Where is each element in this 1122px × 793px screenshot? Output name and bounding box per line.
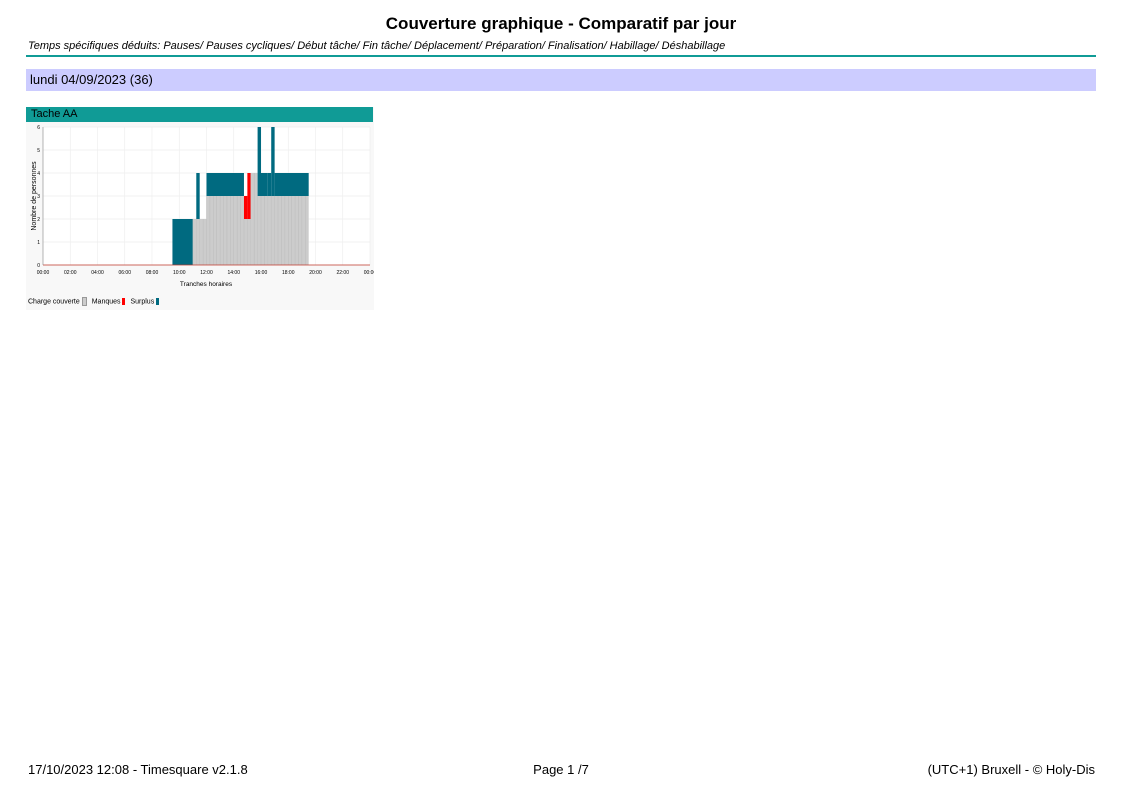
x-tick-label: 00:00: [37, 270, 50, 276]
bar-surplus: [196, 173, 200, 219]
bar-surplus: [257, 127, 261, 196]
bar-surplus: [206, 173, 244, 196]
bar-surplus: [172, 219, 193, 265]
chart-axes: 0 1 2 3 4 5 6 00:00 02:00 04:00 06:00 08:00 10:00 12:…: [37, 125, 374, 276]
chart-legend: Charge couverte Manques Surplus: [28, 297, 161, 306]
bar-covered: [257, 196, 261, 265]
x-tick-label: 00:00: [364, 270, 374, 276]
bar-covered: [271, 196, 275, 265]
bar-surplus: [267, 173, 272, 196]
footer-copyright: (UTC+1) Bruxell - © Holy-Dis: [927, 762, 1095, 777]
x-tick-label: 18:00: [282, 270, 295, 276]
x-tick-label: 12:00: [200, 270, 213, 276]
bar-covered: [243, 219, 248, 265]
legend-item-covered: Charge couverte: [28, 297, 89, 306]
day-header: lundi 04/09/2023 (36): [26, 69, 1096, 91]
header-divider: [26, 55, 1096, 57]
y-tick-label: 4: [37, 171, 40, 177]
bar-missing: [243, 196, 248, 219]
y-tick-label: 3: [37, 194, 40, 200]
legend-item-surplus: Surplus: [130, 297, 161, 305]
chart-panel-header: Tache AA: [26, 107, 373, 122]
x-axis-label: Tranches horaires: [180, 281, 233, 288]
legend-item-missing: Manques: [92, 297, 128, 305]
y-tick-label: 0: [37, 263, 40, 269]
x-tick-label: 08:00: [146, 270, 159, 276]
bar-covered: [206, 196, 244, 265]
x-tick-label: 04:00: [91, 270, 104, 276]
bar-surplus: [274, 173, 309, 196]
report-title: Couverture graphique - Comparatif par jo…: [385, 14, 737, 33]
chart-bars: [172, 127, 309, 265]
x-tick-label: 20:00: [309, 270, 322, 276]
coverage-chart: 0 1 2 3 4 5 6 00:00 02:00 04:00 06:00 08:00 10:00 12:…: [31, 125, 374, 288]
x-tick-label: 14:00: [227, 270, 240, 276]
x-tick-label: 16:00: [255, 270, 268, 276]
y-tick-label: 6: [37, 125, 40, 131]
footer-timestamp: 17/10/2023 12:08 - Timesquare v2.1.8: [28, 762, 248, 777]
x-tick-label: 10:00: [173, 270, 186, 276]
y-tick-label: 1: [37, 240, 40, 246]
bar-missing: [247, 173, 251, 219]
bar-covered: [196, 219, 200, 265]
bar-surplus: [261, 173, 268, 196]
footer-page-number: Page 1 /7: [533, 762, 589, 777]
y-tick-label: 2: [37, 217, 40, 223]
bar-covered: [267, 196, 272, 265]
bar-covered: [247, 219, 251, 265]
y-axis-label: Nombre de personnes: [31, 161, 38, 231]
bar-covered: [192, 219, 197, 265]
x-tick-label: 22:00: [336, 270, 349, 276]
bar-surplus: [271, 127, 275, 196]
x-tick-label: 06:00: [118, 270, 131, 276]
y-tick-label: 5: [37, 148, 40, 154]
chart-panel: Tache AA 0 1 2 3 4 5 6 00:00 02:00 04:00 06:00 08:0…: [26, 107, 374, 310]
x-tick-label: 02:00: [64, 270, 77, 276]
chart-panel-title: Tache AA: [31, 108, 78, 120]
day-label: lundi 04/09/2023 (36): [30, 72, 153, 87]
report-subtitle: Temps spécifiques déduits: Pauses/ Pause…: [28, 40, 726, 52]
